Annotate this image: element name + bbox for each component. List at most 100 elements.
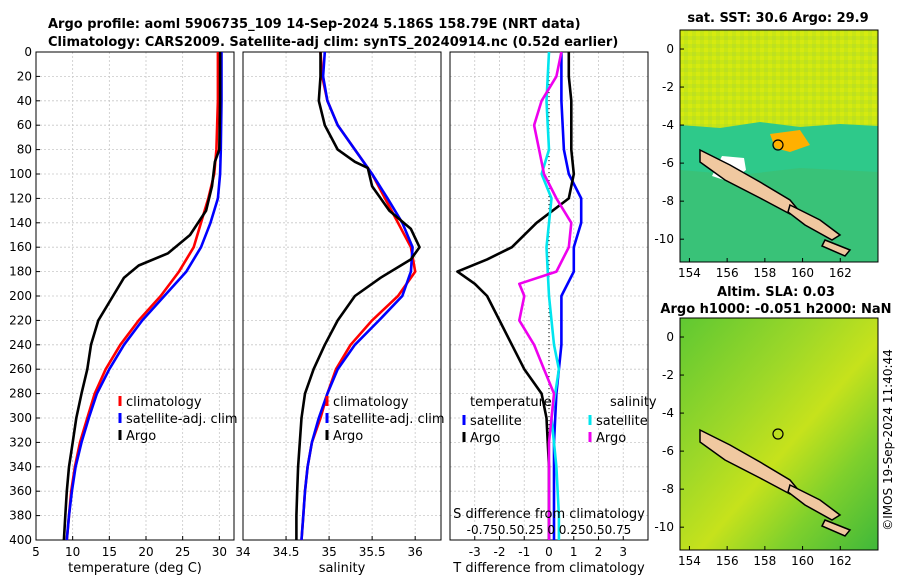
series-line-climatology xyxy=(300,51,417,541)
series-line-salinity-satellite xyxy=(540,51,561,540)
map-x-tick-label: 160 xyxy=(791,266,814,280)
sla-island-makira xyxy=(820,519,852,537)
y-tick-label: 260 xyxy=(9,362,32,376)
map-x-tick-label: 162 xyxy=(829,554,852,568)
top-axis-ticks: -0.750.50.25 0 0.250.50.75 xyxy=(467,523,632,537)
x-axis-label: temperature (deg C) xyxy=(68,561,202,576)
y-tick-label: 240 xyxy=(9,338,32,352)
legend-entry: Argo xyxy=(470,431,500,446)
map-x-tick-label: 160 xyxy=(791,554,814,568)
y-tick-label: 100 xyxy=(9,167,32,181)
map-y-tick-label: -4 xyxy=(662,406,674,420)
map-x-tick-label: 154 xyxy=(678,266,701,280)
y-tick-label: 300 xyxy=(9,411,32,425)
y-tick-label: 120 xyxy=(9,191,32,205)
x-tick-label: 34.5 xyxy=(273,545,300,559)
legend-entry: Argo xyxy=(126,429,156,444)
y-tick-label: 280 xyxy=(9,387,32,401)
x-tick-label: 5 xyxy=(32,545,40,559)
x-tick-label: 3 xyxy=(619,545,627,559)
x-tick-label: 20 xyxy=(138,545,153,559)
difference-panel: -3 -2 -1 0 1 2 3 T difference from climatology t… xyxy=(449,51,657,576)
sst-float-marker xyxy=(772,139,784,151)
sst-map-title: sat. SST: 30.6 Argo: 29.9 xyxy=(687,11,868,26)
y-tick-label: 60 xyxy=(17,118,32,132)
series-line-satellite-adj-clim xyxy=(300,51,414,541)
y-tick-label: 340 xyxy=(9,460,32,474)
legend-entry: satellite-adj. clim xyxy=(333,412,445,427)
y-tick-label: 160 xyxy=(9,240,32,254)
map-y-tick-label: -2 xyxy=(662,80,674,94)
x-tick-label: -3 xyxy=(469,545,481,559)
y-tick-label: 200 xyxy=(9,289,32,303)
sla-island-solomons xyxy=(787,483,842,521)
x-tick-label: 34 xyxy=(235,545,250,559)
map-x-tick-label: 156 xyxy=(716,266,739,280)
y-tick-label: 360 xyxy=(9,484,32,498)
map-y-tick-label: 0 xyxy=(666,330,674,344)
sst-map-axes: 154 156 158 160 162 0 -2 -4 -6 -8 -10 xyxy=(654,42,851,280)
sst-island-makira xyxy=(820,239,852,257)
map-x-tick-label: 158 xyxy=(753,266,776,280)
y-tick-label: 140 xyxy=(9,216,32,230)
sst-cool-water-south xyxy=(680,168,878,262)
legend-entry: climatology xyxy=(126,395,202,410)
legend-title-salinity: salinity xyxy=(610,395,657,410)
x-tick-label: 1 xyxy=(570,545,578,559)
legend-title-temperature: temperature xyxy=(470,395,552,410)
x-tick-label: 35 xyxy=(321,545,336,559)
x-axis-label: T difference from climatology xyxy=(452,561,645,576)
figure-title-line2: Climatology: CARS2009. Satellite-adj cli… xyxy=(48,35,618,50)
x-tick-label: 30 xyxy=(212,545,227,559)
legend-entry: Argo xyxy=(596,431,626,446)
y-tick-label: 220 xyxy=(9,313,32,327)
map-y-tick-label: 0 xyxy=(666,42,674,56)
legend-entry: climatology xyxy=(333,395,409,410)
x-tick-label: 15 xyxy=(102,545,117,559)
legend-entry: satellite xyxy=(470,414,522,429)
y-tick-label: 380 xyxy=(9,509,32,523)
series-line-temperature-argo xyxy=(456,52,576,540)
series-line-argo xyxy=(295,52,421,540)
x-tick-label: 36 xyxy=(408,545,423,559)
plot-frame xyxy=(242,51,442,541)
y-tick-label: 320 xyxy=(9,435,32,449)
sla-map-axes: 154 156 158 160 162 0 -2 -4 -6 -8 -10 xyxy=(654,330,851,568)
sla-float-marker xyxy=(772,428,784,440)
map-y-tick-label: -8 xyxy=(662,194,674,208)
y-tick-label: 400 xyxy=(9,533,32,547)
x-tick-label: 25 xyxy=(175,545,190,559)
legend-entry: satellite xyxy=(596,414,648,429)
series-line-argo xyxy=(62,52,222,541)
sla-map-frame xyxy=(679,317,879,551)
x-tick-label: 35.5 xyxy=(359,545,386,559)
y-tick-label: 0 xyxy=(24,45,32,59)
x-tick-label: 2 xyxy=(595,545,603,559)
top-axis-label: S difference from climatology xyxy=(453,507,645,522)
y-tick-label: 40 xyxy=(17,94,32,108)
map-y-tick-label: -6 xyxy=(662,444,674,458)
y-tick-label: 80 xyxy=(17,143,32,157)
y-tick-label: 180 xyxy=(9,265,32,279)
map-y-tick-label: -10 xyxy=(654,520,674,534)
x-axis-label: salinity xyxy=(319,561,366,576)
y-tick-label: 20 xyxy=(17,69,32,83)
map-y-tick-label: -6 xyxy=(662,156,674,170)
x-tick-label: 0 xyxy=(545,545,553,559)
map-x-tick-label: 162 xyxy=(829,266,852,280)
series-line-satellite-adj-clim xyxy=(65,52,223,541)
sst-warm-patch xyxy=(770,130,810,152)
x-tick-label: -1 xyxy=(518,545,530,559)
map-y-tick-label: -4 xyxy=(662,118,674,132)
series-line-salinity-argo xyxy=(518,51,573,540)
sla-map-panel: Altim. SLA: 0.03 Argo h1000: -0.051 h200… xyxy=(654,285,891,568)
x-tick-label: -2 xyxy=(494,545,506,559)
sst-map-panel: sat. SST: 30.6 Argo: 29.9 154 156 158 160 16… xyxy=(654,11,879,280)
map-y-tick-label: -10 xyxy=(654,232,674,246)
legend-entry: Argo xyxy=(333,429,363,444)
map-y-tick-label: -8 xyxy=(662,482,674,496)
credit-label: ©IMOS 19-Sep-2024 11:40:44 xyxy=(881,349,895,531)
sst-island-solomons xyxy=(787,203,842,241)
sla-field xyxy=(680,318,878,550)
